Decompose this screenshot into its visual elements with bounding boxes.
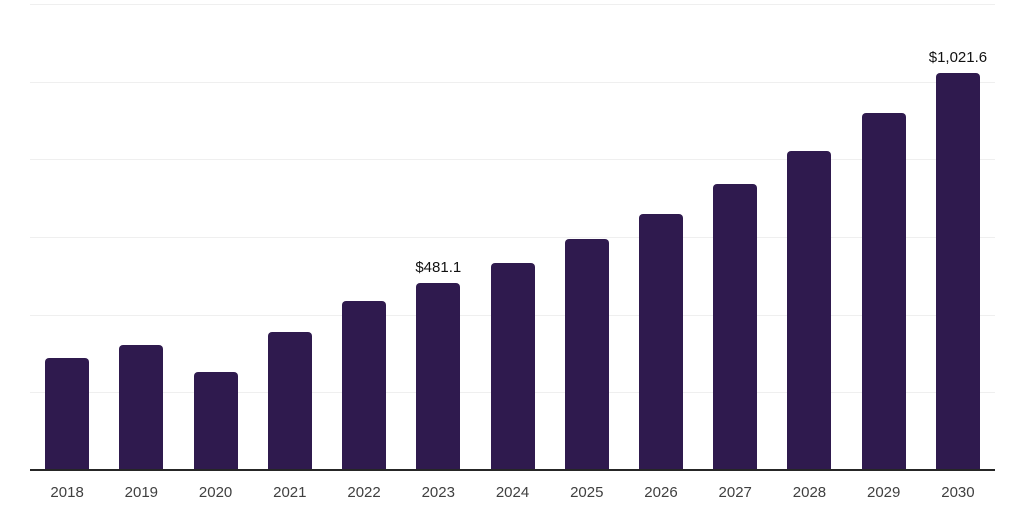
bar-2029 bbox=[861, 113, 906, 470]
bar-cell-2018 bbox=[30, 4, 104, 470]
x-tick-label-2029: 2029 bbox=[867, 484, 901, 501]
bar-cell-2021 bbox=[253, 4, 327, 470]
bar-cell-2028 bbox=[772, 4, 846, 470]
bars-row: $481.1 $1,021.6 bbox=[30, 4, 995, 470]
bar-2023 bbox=[416, 283, 461, 470]
x-tick-label-2024: 2024 bbox=[495, 484, 530, 501]
x-tick-label-2023: 2023 bbox=[421, 484, 455, 501]
bar-cell-2019 bbox=[104, 4, 178, 470]
bar-cell-2022 bbox=[327, 4, 401, 470]
bar-value-label-2030: $1,021.6 bbox=[928, 49, 988, 67]
x-axis-tick-labels: 2018 2019 2020 2021 2022 2023 2024 2025 2026 2027… bbox=[30, 484, 995, 501]
bar-cell-2029 bbox=[847, 4, 921, 470]
bar-value-label-2023: $481.1 bbox=[415, 259, 462, 277]
x-tick-label-2018: 2018 bbox=[50, 484, 84, 501]
bar-cell-2030: $1,021.6 bbox=[921, 4, 995, 470]
bar-2019 bbox=[119, 344, 164, 470]
x-tick-label-2027: 2027 bbox=[718, 484, 752, 501]
gridline-600 bbox=[30, 237, 995, 238]
bar-2018 bbox=[45, 357, 90, 470]
x-tick-label-2030: 2030 bbox=[941, 484, 975, 501]
x-tick-label-2022: 2022 bbox=[347, 484, 381, 501]
bar-2020 bbox=[193, 372, 238, 470]
x-tick-label-2019: 2019 bbox=[124, 484, 159, 501]
bar-cell-2025 bbox=[550, 4, 624, 470]
bar-cell-2023: $481.1 bbox=[401, 4, 475, 470]
bar-2028 bbox=[787, 150, 832, 470]
bar-cell-2026 bbox=[624, 4, 698, 470]
bar-2022 bbox=[342, 301, 387, 470]
bar-2027 bbox=[713, 184, 758, 470]
bar-2021 bbox=[267, 332, 312, 470]
x-tick-label-2020: 2020 bbox=[198, 484, 233, 501]
bar-2026 bbox=[638, 214, 683, 470]
x-tick-label-2021: 2021 bbox=[273, 484, 307, 501]
gridline-800 bbox=[30, 159, 995, 161]
x-tick-label-2025: 2025 bbox=[570, 484, 604, 501]
x-axis-line bbox=[30, 469, 995, 471]
bar-cell-2027 bbox=[698, 4, 772, 470]
gridline-1200 bbox=[30, 4, 995, 5]
plot-area: $481.1 $1,021.6 bbox=[30, 4, 995, 470]
bar-cell-2024 bbox=[475, 4, 549, 470]
x-tick-label-2028: 2028 bbox=[792, 484, 827, 501]
x-tick-label-2026: 2026 bbox=[644, 484, 678, 501]
bar-2030 bbox=[935, 73, 980, 470]
bar-cell-2020 bbox=[178, 4, 252, 470]
bar-2025 bbox=[564, 239, 609, 470]
bar-2024 bbox=[490, 263, 535, 470]
gridline-1000 bbox=[30, 81, 995, 83]
